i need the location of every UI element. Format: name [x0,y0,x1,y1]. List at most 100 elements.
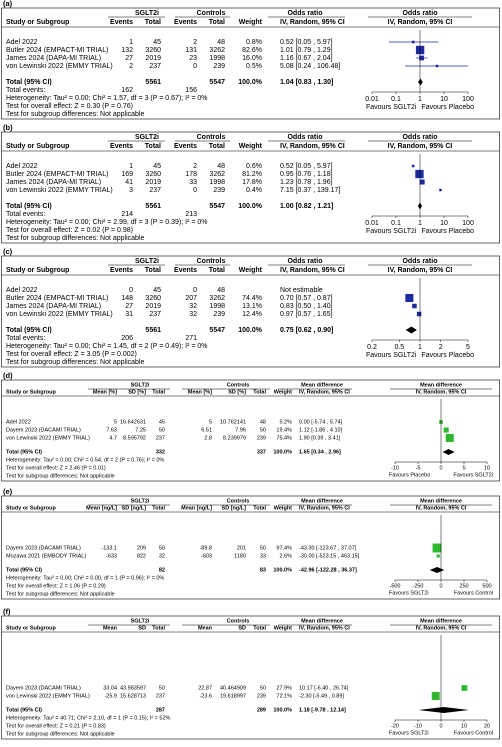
column-header: Study or Subgroup [6,19,69,26]
table-cell: 33 [260,553,266,559]
table-cell: 3262 [209,47,225,54]
column-header: Total [209,19,225,26]
study-name: Dayem 2023 (DACAMI TRIAL) [6,685,81,691]
column-header: Weight [239,267,263,274]
weight: 72.1% [276,693,292,699]
table-cell: 132 [121,47,133,54]
x-tick-label: -10 [414,723,422,729]
group-header: Odds ratio [402,10,437,17]
panel-border [1,255,500,368]
x-tick-label: 20 [484,723,490,729]
table-cell: 8.595792 [123,435,146,441]
table-cell: 50 [260,545,266,551]
footnote: Test for overall effect: Z = 2.46 (P = 0… [6,465,106,471]
table-cell: 45 [153,39,161,46]
panel-border [1,379,500,482]
column-header: Mean [ng/L] [86,505,117,511]
ci-label: 0.70 [0.57 , 0.87] [280,295,333,302]
study-name: Dayem 2023 (DACAMI TRIAL) [6,427,81,433]
footnote: Test for subgroup differences: Not appli… [6,473,115,479]
column-header: Mean [198,625,213,631]
table-cell: 33.04 [103,685,117,691]
column-header: SD [%] [228,389,246,395]
study-square [432,543,442,553]
study-square [419,179,425,185]
table-cell: 83 [260,567,266,573]
table-cell: 5547 [209,327,225,334]
table-cell: 6.51 [201,427,212,433]
group-header: Odds ratio [287,10,322,17]
table-cell: 50 [159,545,165,551]
x-tick-label: 10 [461,723,467,729]
column-header: Events [110,267,133,274]
total-name: Total (95% CI) [6,567,42,573]
footnote: Heterogeneity: Tau² = 0.00; Chi² = 0.54,… [6,457,164,463]
study-square [436,554,440,558]
ci-label: 7.15 [0.37 , 139.17] [280,187,340,194]
weight: 17.8% [242,179,262,186]
table-cell: 237 [156,435,165,441]
footnote: Test for overall effect: Z = 0.21 (P = 0… [6,723,106,729]
weight: 0.6% [246,163,262,170]
footnote: Test for overall effect: Z = 0.02 (P = 0… [6,227,133,234]
total-diamond [418,78,423,86]
group-header: Controls [227,498,250,504]
table-cell: 148 [121,295,133,302]
footnote: Test for subgroup differences: Not appli… [6,235,145,242]
total-name: Total (95% CI) [6,707,42,713]
table-cell: 5561 [145,79,161,86]
table-cell: 50 [159,685,165,691]
favours-label: Favours Control [454,730,493,736]
x-tick-label: 0.1 [391,96,401,103]
favours-label: Favours Placebo [421,228,474,235]
table-cell: 45 [159,419,165,425]
table-cell: 156 [185,87,197,94]
weight: 0.4% [246,187,262,194]
x-tick-label: 100 [462,220,474,227]
table-cell: -25.9 [104,693,117,699]
group-header: Controls [197,10,226,17]
column-header: Study or Subgroup [6,389,56,395]
footnote: Test for subgroup differences: Not appli… [6,111,145,118]
ci-label: 1.90 [0.39 , 3.41] [299,435,341,441]
group-header: Mean difference [301,382,343,388]
column-header: Study or Subgroup [6,267,69,274]
favours-label: Favours Control [454,590,493,596]
favours-label: Favours Placebo [421,104,474,111]
footnote: Heterogeneity: Tau² = 0.00; Chi² = 1.57,… [6,95,208,102]
table-cell: 5561 [145,327,161,334]
column-header: Weight [239,19,263,26]
group-header: Controls [197,258,226,265]
table-cell: 201 [237,545,246,551]
footnote: Heterogeneity: Tau² = 0.00; Chi² = 0.00,… [6,575,164,581]
table-cell: -23.6 [199,693,212,699]
ci-label: -2.30 [-5.49 , 0.89] [299,693,344,699]
group-header: Mean difference [420,618,462,624]
column-header: Total [152,625,165,631]
table-cell: 237 [149,311,161,318]
total-ci-label: 1.65 [0.34 , 2.96] [299,449,341,455]
x-tick-label: 1 [418,96,422,103]
table-cell: 237 [149,187,161,194]
panel-border [1,495,500,600]
column-header: Total [145,19,161,26]
table-cell: -633 [106,553,117,559]
table-cell: 22.87 [198,685,212,691]
x-tick-label: 5 [466,344,470,351]
footnote: Heterogeneity: Tau² = 0.00; Chi² = 2.99,… [6,219,208,226]
panel-border [1,615,500,740]
x-tick-label: 250 [459,583,468,589]
table-cell: 31 [125,311,133,318]
ci-label: 1.01 [0.79 , 1.29] [280,47,333,54]
column-header: Total [152,505,165,511]
ci-label: Not estimable [280,287,323,294]
table-cell: 48 [217,287,225,294]
table-cell: 27 [125,303,133,310]
table-cell: 207 [185,295,197,302]
group-header: Odds ratio [402,134,437,141]
study-name: Adel 2022 [6,419,31,425]
table-cell: 48 [260,419,266,425]
study-square [461,685,468,691]
total-weight: 100.0% [273,567,292,573]
